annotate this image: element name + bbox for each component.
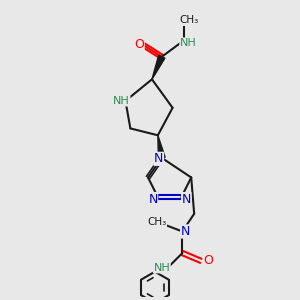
Text: O: O: [134, 38, 144, 52]
Text: N: N: [148, 193, 158, 206]
Text: NH: NH: [180, 38, 197, 48]
Polygon shape: [152, 56, 165, 79]
Text: NH: NH: [113, 96, 130, 106]
Text: N: N: [154, 152, 164, 165]
Text: N: N: [181, 225, 190, 238]
Text: CH₃: CH₃: [180, 15, 199, 26]
Text: N: N: [182, 193, 191, 206]
Text: NH: NH: [153, 263, 170, 273]
Text: O: O: [203, 254, 213, 267]
Polygon shape: [158, 135, 165, 158]
Text: CH₃: CH₃: [147, 217, 167, 226]
